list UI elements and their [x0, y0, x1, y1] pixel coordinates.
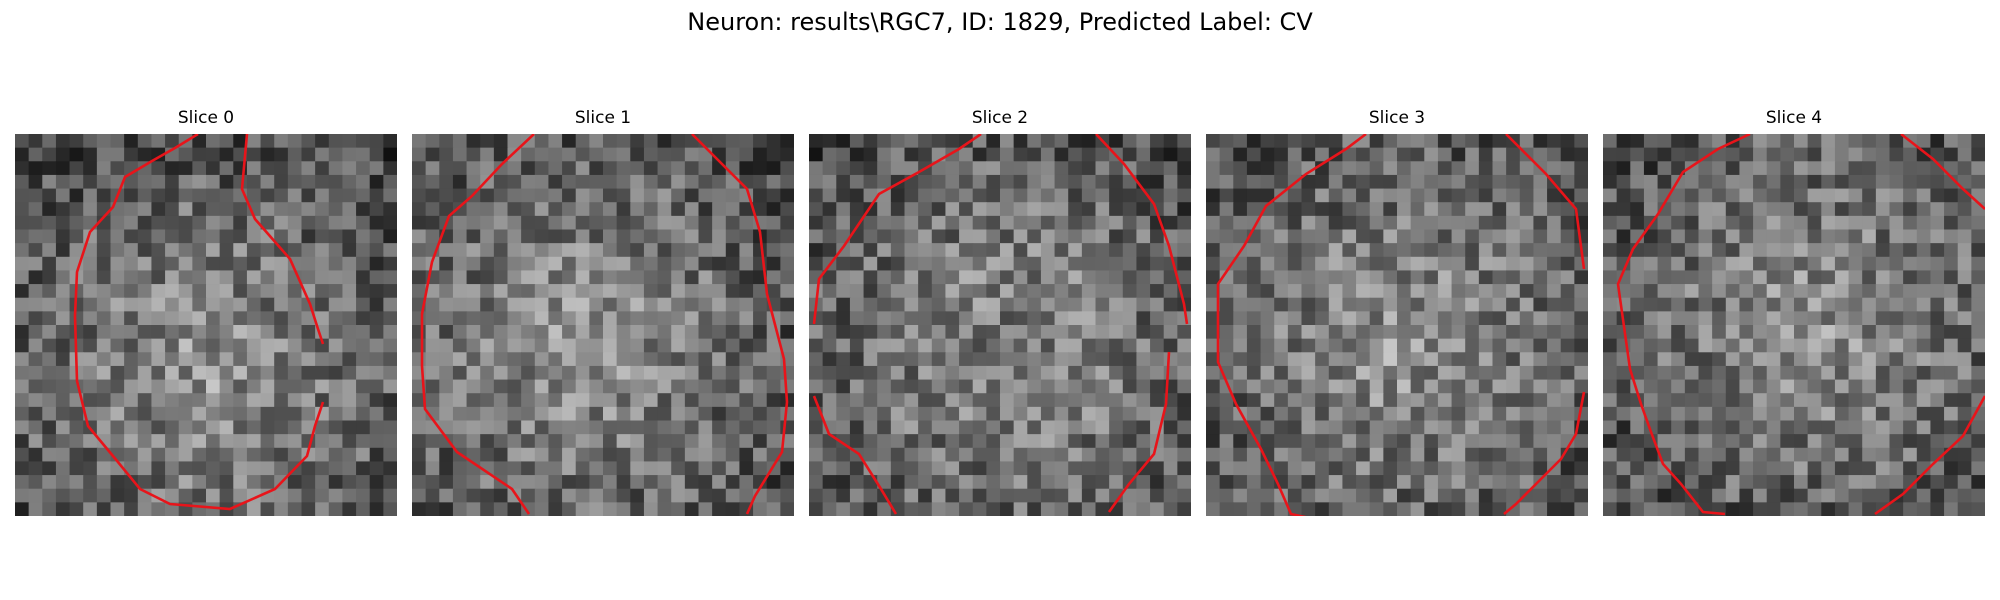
cell-contour [1900, 134, 1985, 210]
cell-contour [812, 395, 898, 515]
slice-image [1206, 134, 1588, 516]
cell-contour [1874, 395, 1985, 516]
slice-image [412, 134, 794, 516]
slice-title: Slice 1 [574, 108, 632, 128]
cell-contour [1216, 134, 1367, 516]
cell-contour [812, 134, 982, 325]
pixel-grid [1603, 134, 1985, 516]
slice-title: Slice 3 [1368, 108, 1426, 128]
pixel-grid [809, 134, 1191, 516]
slice-title: Slice 4 [1765, 108, 1823, 128]
cell-contour [1503, 391, 1586, 515]
slice-image [15, 134, 397, 516]
slice-image [809, 134, 1191, 516]
cell-contour [1095, 134, 1189, 325]
cell-contour [1505, 134, 1586, 270]
cell-contour [1107, 351, 1171, 513]
figure-title: Neuron: results\RGC7, ID: 1829, Predicte… [687, 8, 1313, 36]
slice-title: Slice 0 [177, 108, 235, 128]
cell-contour [691, 134, 789, 515]
slice-image [1603, 134, 1985, 516]
pixel-grid [412, 134, 794, 516]
cell-contour [73, 134, 325, 511]
cell-contour [420, 134, 535, 515]
cell-contour [1616, 134, 1751, 516]
cell-contour [240, 134, 325, 345]
pixel-grid [1206, 134, 1588, 516]
pixel-grid [15, 134, 397, 516]
slice-title: Slice 2 [971, 108, 1029, 128]
